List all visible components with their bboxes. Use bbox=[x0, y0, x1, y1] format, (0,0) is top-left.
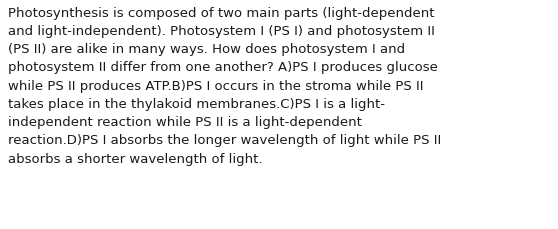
Text: Photosynthesis is composed of two main parts (light-dependent
and light-independ: Photosynthesis is composed of two main p… bbox=[8, 7, 441, 165]
